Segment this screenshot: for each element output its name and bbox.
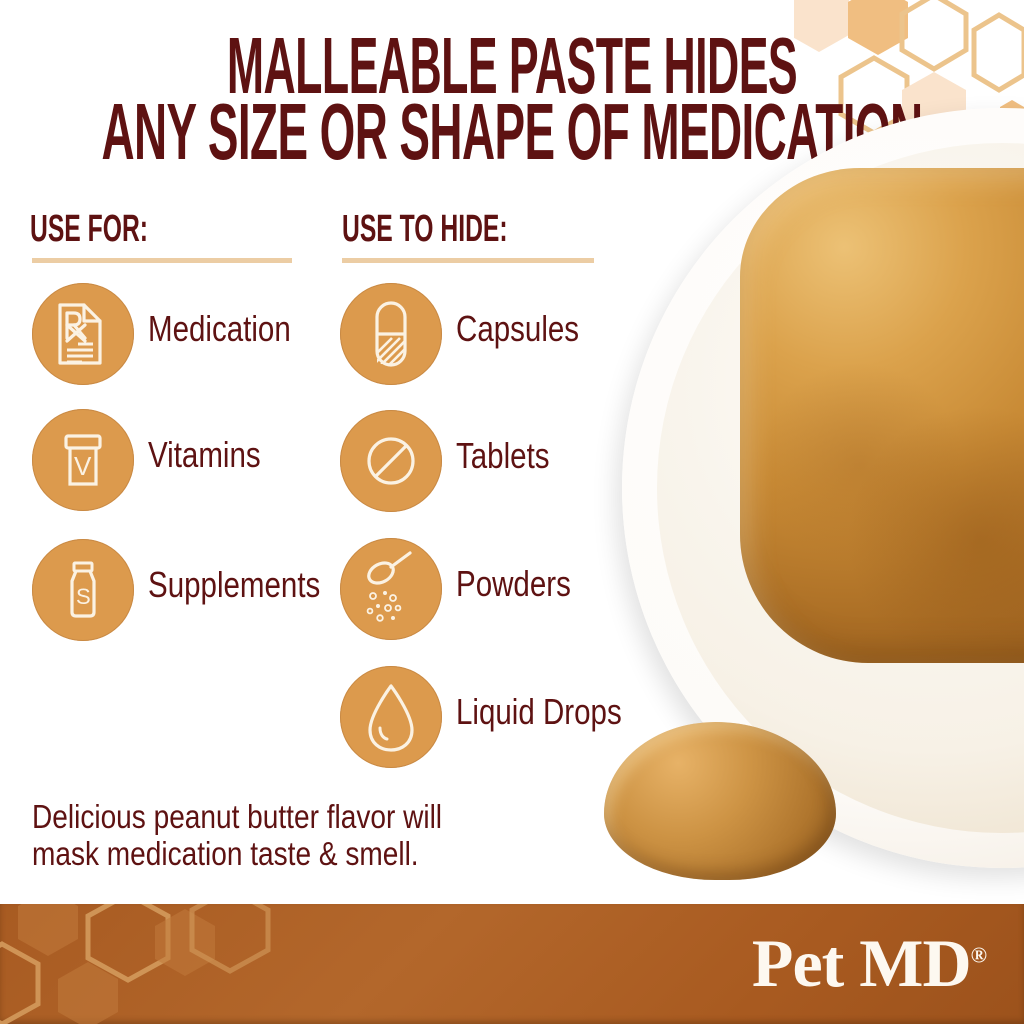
svg-text:V: V (74, 451, 92, 481)
svg-text:S: S (76, 584, 91, 609)
